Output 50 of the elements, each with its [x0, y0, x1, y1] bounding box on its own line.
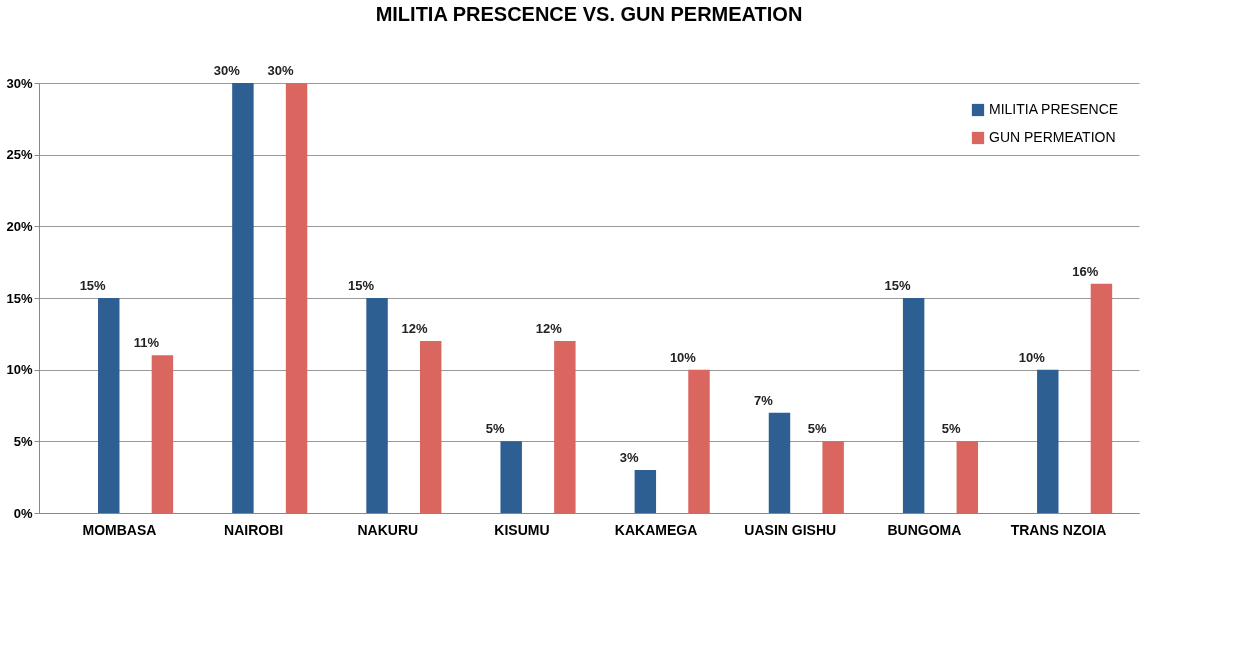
bar — [822, 441, 844, 513]
x-tick-label: TRANS NZOIA — [1010, 521, 1107, 538]
y-tick-label: 15% — [6, 290, 33, 306]
text: 7% — [753, 392, 773, 408]
legend-label: MILITIA PRESENCE — [989, 101, 1119, 117]
bar — [98, 298, 120, 513]
text: 10% — [669, 349, 696, 365]
bar — [151, 355, 174, 513]
text: 10% — [1018, 349, 1045, 365]
bar — [232, 83, 254, 513]
y-tick-label: 30% — [6, 75, 33, 91]
legend-label: GUN PERMEATION — [989, 129, 1116, 145]
text: 5% — [485, 421, 505, 437]
bar — [554, 341, 576, 513]
bar — [500, 441, 522, 513]
bar — [1090, 283, 1113, 513]
x-tick-label: NAKURU — [357, 521, 419, 538]
y-tick-label: 20% — [6, 218, 33, 234]
bar — [902, 298, 925, 513]
text: 5% — [807, 421, 827, 437]
text: 15% — [79, 278, 106, 293]
bar — [419, 341, 442, 513]
text: 3% — [619, 450, 639, 465]
text: 30% — [267, 63, 294, 78]
text: 15% — [884, 278, 911, 293]
bar — [366, 298, 388, 513]
bar — [688, 369, 710, 513]
text: 12% — [535, 321, 562, 336]
text: 15% — [347, 278, 374, 293]
text: 11% — [133, 335, 159, 351]
x-tick-label: KAKAMEGA — [614, 521, 698, 538]
bar — [285, 83, 308, 513]
text: 30% — [213, 63, 240, 78]
bar — [956, 441, 979, 513]
x-tick-label: BUNGOMA — [887, 521, 962, 538]
x-tick-label: NAIROBI — [224, 521, 284, 538]
text: 16% — [1072, 263, 1099, 279]
bar — [768, 412, 791, 513]
text: 5% — [941, 421, 961, 437]
x-tick-label: UASIN GISHU — [744, 521, 837, 538]
bar — [634, 470, 657, 513]
x-tick-label: KISUMU — [494, 521, 550, 538]
text: 12% — [401, 321, 428, 336]
y-tick-label: 5% — [13, 433, 33, 449]
y-tick-label: 25% — [6, 147, 33, 163]
x-tick-label: MOMBASA — [82, 521, 157, 538]
chart-title: MILITIA PRESCENCE VS. GUN PERMEATION — [375, 3, 803, 25]
bar — [1037, 369, 1059, 513]
y-tick-label: 10% — [6, 362, 33, 378]
y-tick-label: 0% — [13, 505, 33, 521]
